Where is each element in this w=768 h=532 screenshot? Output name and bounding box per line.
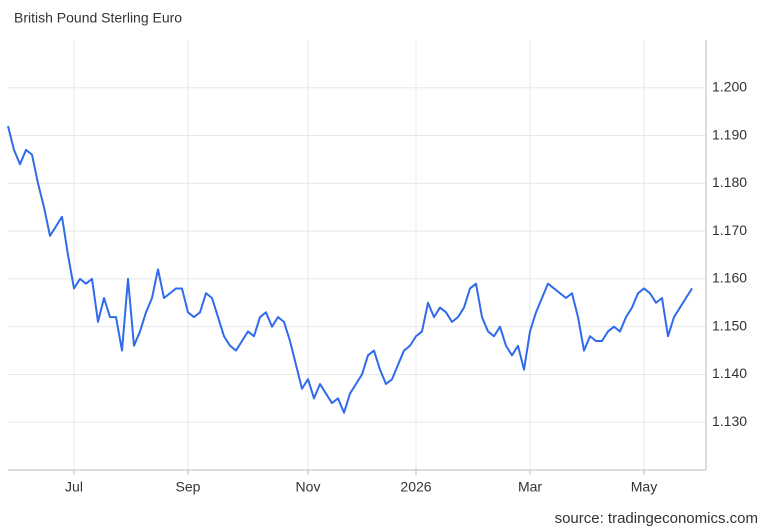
chart-title: British Pound Sterling Euro — [14, 10, 182, 26]
source: source: tradingeconomics.com — [555, 510, 758, 527]
y-tick-label: 1.180 — [712, 174, 747, 190]
line — [7, 125, 693, 414]
y-tick-label: 1.130 — [712, 413, 747, 429]
x-tick-label: Mar — [518, 479, 542, 495]
x-tick-label: 2026 — [400, 479, 431, 495]
y-tick-label: 1.190 — [712, 126, 747, 142]
y-tick-label: 1.140 — [712, 365, 747, 381]
y-tick-label: 1.150 — [712, 317, 747, 333]
y-tick-label: 1.170 — [712, 222, 747, 238]
x-tick-label: Sep — [176, 479, 201, 495]
x-tick-label: May — [631, 479, 657, 495]
y-tick-label: 1.160 — [712, 270, 747, 286]
y-tick-label: 1.200 — [712, 78, 747, 94]
x-tick-label: Nov — [296, 479, 321, 495]
x-tick-label: Jul — [65, 479, 83, 495]
